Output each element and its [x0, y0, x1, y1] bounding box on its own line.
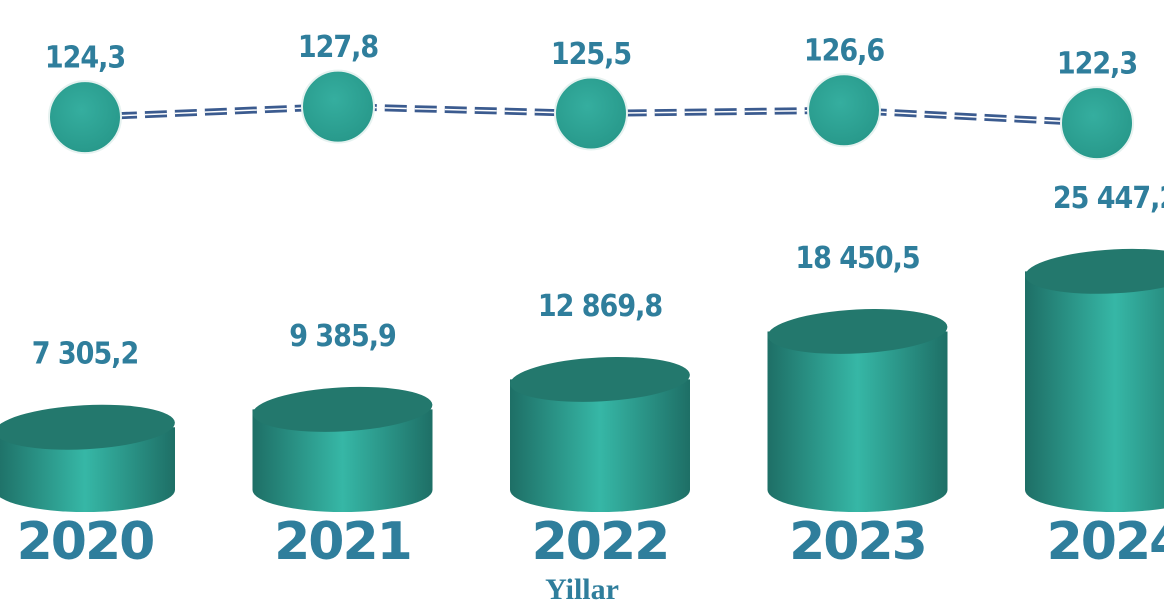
- point: [554, 76, 628, 151]
- cylinder-body: [510, 379, 690, 512]
- point-label: 127,8: [298, 30, 379, 65]
- point: [48, 80, 122, 155]
- cylinder-top: [510, 356, 690, 402]
- x-tick-label: 2024: [1047, 512, 1164, 572]
- point: [1060, 86, 1134, 161]
- point-label: 125,5: [551, 37, 631, 72]
- point-label: 124,3: [45, 41, 125, 76]
- x-tick-label: 2022: [532, 512, 669, 572]
- x-tick-label: 2023: [789, 512, 926, 572]
- cylinder-body: [767, 331, 948, 512]
- cylinder-body: [252, 409, 433, 512]
- cylinder-top: [252, 386, 433, 432]
- point: [301, 69, 375, 144]
- point-label: 126,6: [804, 34, 885, 69]
- cylinder-body: [1025, 271, 1164, 512]
- cylinder-top: [1025, 248, 1164, 294]
- point: [807, 73, 881, 148]
- bar-label: 12 869,8: [538, 289, 663, 324]
- cylinder-top: [767, 308, 948, 354]
- x-tick-label: 2020: [17, 512, 154, 572]
- x-axis-label: Yillar: [545, 573, 619, 606]
- cylinder-top: [0, 404, 175, 450]
- bar-label: 25 447,2: [1053, 181, 1164, 216]
- x-tick-label: 2021: [274, 512, 411, 572]
- line-highlight: [84, 105, 1098, 124]
- point-label: 122,3: [1057, 47, 1137, 82]
- bar-label: 7 305,2: [32, 337, 139, 372]
- bar-label: 9 385,9: [289, 319, 396, 354]
- bar-label: 18 450,5: [795, 241, 919, 276]
